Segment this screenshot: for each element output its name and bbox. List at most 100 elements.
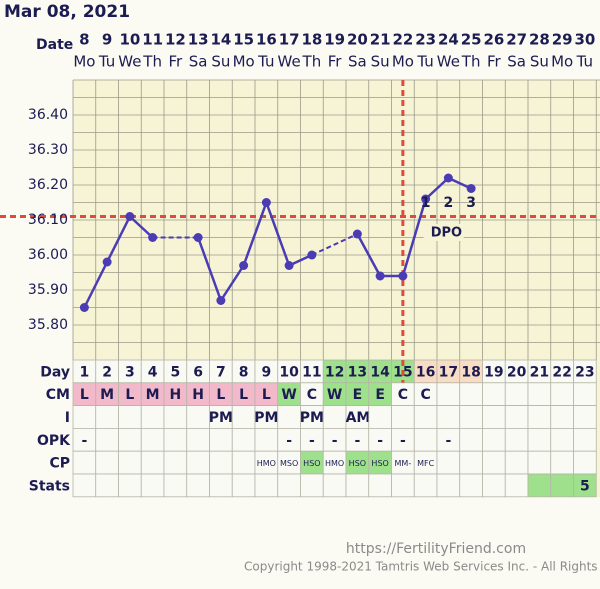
table-cell bbox=[368, 405, 392, 429]
day-value: 1 bbox=[80, 364, 90, 380]
cp-value: HSO bbox=[371, 459, 388, 468]
table-cell bbox=[391, 473, 415, 498]
cm-value: W bbox=[327, 387, 342, 403]
weekday: Sa bbox=[348, 53, 367, 71]
table-cell bbox=[118, 450, 142, 475]
cm-value: L bbox=[80, 387, 89, 403]
date-number: 12 bbox=[165, 31, 186, 49]
cp-value: MSO bbox=[280, 459, 298, 468]
day-value: 11 bbox=[302, 364, 321, 380]
table-cell bbox=[231, 405, 256, 429]
table: Day1234567891011121314151617181920212223… bbox=[29, 359, 597, 498]
day-value: 18 bbox=[461, 364, 480, 380]
day-value: 12 bbox=[325, 364, 344, 380]
table-cell bbox=[482, 405, 506, 429]
opk-value: - bbox=[377, 433, 383, 449]
table-cell bbox=[254, 427, 279, 452]
y-tick-label: 36.10 bbox=[28, 212, 68, 228]
day-value: 22 bbox=[552, 364, 571, 380]
opk-value: - bbox=[445, 433, 451, 449]
dpo-bg bbox=[423, 224, 464, 241]
table-cell bbox=[527, 427, 552, 452]
table-cell bbox=[573, 427, 597, 452]
weekday: Th bbox=[461, 53, 481, 71]
table-cell bbox=[504, 473, 529, 498]
day-value: 5 bbox=[171, 364, 181, 380]
temperature-line bbox=[83, 214, 154, 309]
date-number: 19 bbox=[324, 31, 345, 49]
table-cell bbox=[413, 405, 438, 429]
dpo-label: 1 bbox=[421, 195, 431, 211]
day-value: 19 bbox=[484, 364, 503, 380]
table-cell bbox=[459, 382, 483, 406]
cm-value: C bbox=[398, 387, 408, 403]
row-label: CP bbox=[49, 456, 70, 472]
date-number: 13 bbox=[188, 31, 209, 49]
date-number: 28 bbox=[529, 31, 550, 49]
opk-value: - bbox=[309, 433, 315, 449]
table-cell bbox=[573, 450, 597, 475]
cp-value: MM- bbox=[395, 459, 412, 468]
table-cell bbox=[163, 450, 188, 475]
table-cell bbox=[72, 405, 97, 429]
table-cell bbox=[95, 473, 119, 498]
weekday: Mo bbox=[392, 53, 414, 71]
date-number: 8 bbox=[79, 31, 89, 49]
date-number: 11 bbox=[142, 31, 163, 49]
table-cell bbox=[322, 405, 347, 429]
table-cell bbox=[482, 382, 506, 406]
weekday: Th bbox=[302, 53, 322, 71]
date-number: 30 bbox=[574, 31, 595, 49]
weekday: Fr bbox=[328, 53, 343, 71]
date-number: 18 bbox=[301, 31, 322, 49]
date-number: 22 bbox=[392, 31, 413, 49]
date-number: 25 bbox=[461, 31, 482, 49]
table-cell bbox=[254, 473, 279, 498]
temperature-point bbox=[375, 271, 385, 281]
date-label: Date bbox=[36, 37, 73, 53]
opk-value: - bbox=[400, 433, 406, 449]
table-cell bbox=[550, 450, 574, 475]
temperature-point bbox=[148, 233, 158, 242]
table-cell bbox=[436, 473, 461, 498]
weekday: Mo bbox=[233, 53, 255, 71]
temperature-point bbox=[421, 194, 431, 204]
opk-value: - bbox=[354, 433, 360, 449]
temperature-point bbox=[352, 229, 362, 239]
table-cell bbox=[322, 473, 347, 498]
cm-value: M bbox=[146, 387, 160, 403]
table-cell bbox=[527, 450, 552, 475]
table-cell bbox=[504, 427, 529, 452]
table-cell bbox=[550, 382, 574, 406]
temperature-point bbox=[125, 212, 135, 221]
table-cell bbox=[550, 405, 574, 429]
table-cell bbox=[573, 405, 597, 429]
cm-value: C bbox=[420, 387, 430, 403]
table-cell bbox=[550, 473, 574, 498]
cm-value: H bbox=[192, 387, 204, 403]
table-cell bbox=[527, 405, 552, 429]
weekday: We bbox=[278, 53, 301, 71]
weekday: Mo bbox=[551, 53, 573, 71]
table-cell bbox=[504, 405, 529, 429]
weekday: Su bbox=[371, 53, 390, 71]
temperature-point bbox=[261, 198, 271, 207]
table-cell bbox=[231, 427, 256, 452]
weekday: Mo bbox=[73, 53, 95, 71]
table-cell bbox=[140, 405, 165, 429]
row-label: CM bbox=[46, 387, 70, 403]
y-tick-label: 35.90 bbox=[28, 282, 68, 298]
table-cell bbox=[436, 405, 461, 429]
gap-connector bbox=[311, 233, 358, 256]
weekday: Fr bbox=[487, 53, 502, 71]
table-cell bbox=[573, 382, 597, 406]
cm-value: E bbox=[353, 387, 363, 403]
date-number: 26 bbox=[483, 31, 504, 49]
y-tick-label: 36.00 bbox=[28, 247, 68, 263]
chart-title: Mar 08, 2021 bbox=[4, 2, 130, 22]
row-label: OPK bbox=[37, 433, 71, 449]
date-number: 16 bbox=[256, 31, 277, 49]
cp-value: MFC bbox=[417, 459, 435, 468]
y-tick-label: 36.30 bbox=[28, 142, 68, 158]
table-cell bbox=[368, 473, 392, 498]
